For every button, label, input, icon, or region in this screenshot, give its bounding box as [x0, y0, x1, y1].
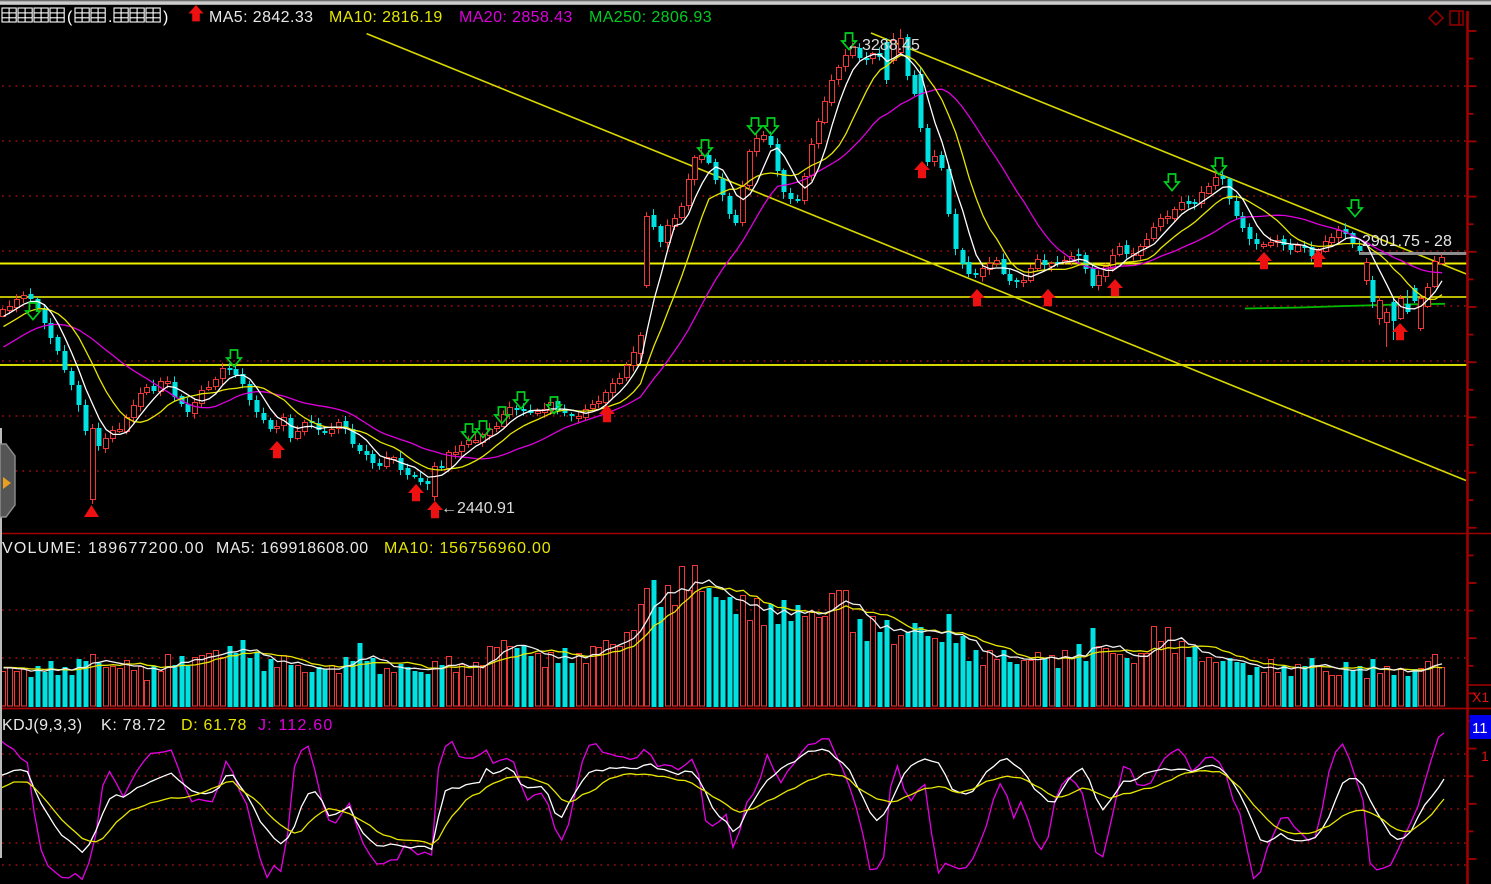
svg-text:MA5: 2842.33: MA5: 2842.33: [209, 9, 313, 26]
svg-text:←3288.45: ←3288.45: [846, 37, 920, 54]
svg-text:2901.75 - 28: 2901.75 - 28: [1362, 233, 1452, 250]
svg-text:K: 78.72: K: 78.72: [101, 717, 166, 734]
svg-text:MA10: 156756960.00: MA10: 156756960.00: [384, 540, 551, 557]
svg-text:D: 61.78: D: 61.78: [181, 717, 247, 734]
svg-text:): ): [163, 9, 168, 26]
svg-text:11: 11: [1472, 720, 1488, 737]
svg-text:X1: X1: [1472, 689, 1489, 705]
svg-text:(: (: [67, 9, 73, 26]
svg-text:J: 112.60: J: 112.60: [258, 717, 333, 734]
svg-text:MA5: 169918608.00: MA5: 169918608.00: [216, 540, 369, 557]
svg-text:1: 1: [1481, 748, 1489, 764]
svg-text:←2440.91: ←2440.91: [441, 500, 515, 517]
svg-text:VOLUME: 189677200.00: VOLUME: 189677200.00: [2, 540, 205, 557]
svg-text:MA20: 2858.43: MA20: 2858.43: [459, 9, 573, 26]
svg-text:MA250: 2806.93: MA250: 2806.93: [589, 9, 712, 26]
svg-text:MA10: 2816.19: MA10: 2816.19: [329, 9, 443, 26]
svg-text:.: .: [108, 9, 112, 26]
svg-text:KDJ(9,3,3): KDJ(9,3,3): [2, 717, 82, 734]
